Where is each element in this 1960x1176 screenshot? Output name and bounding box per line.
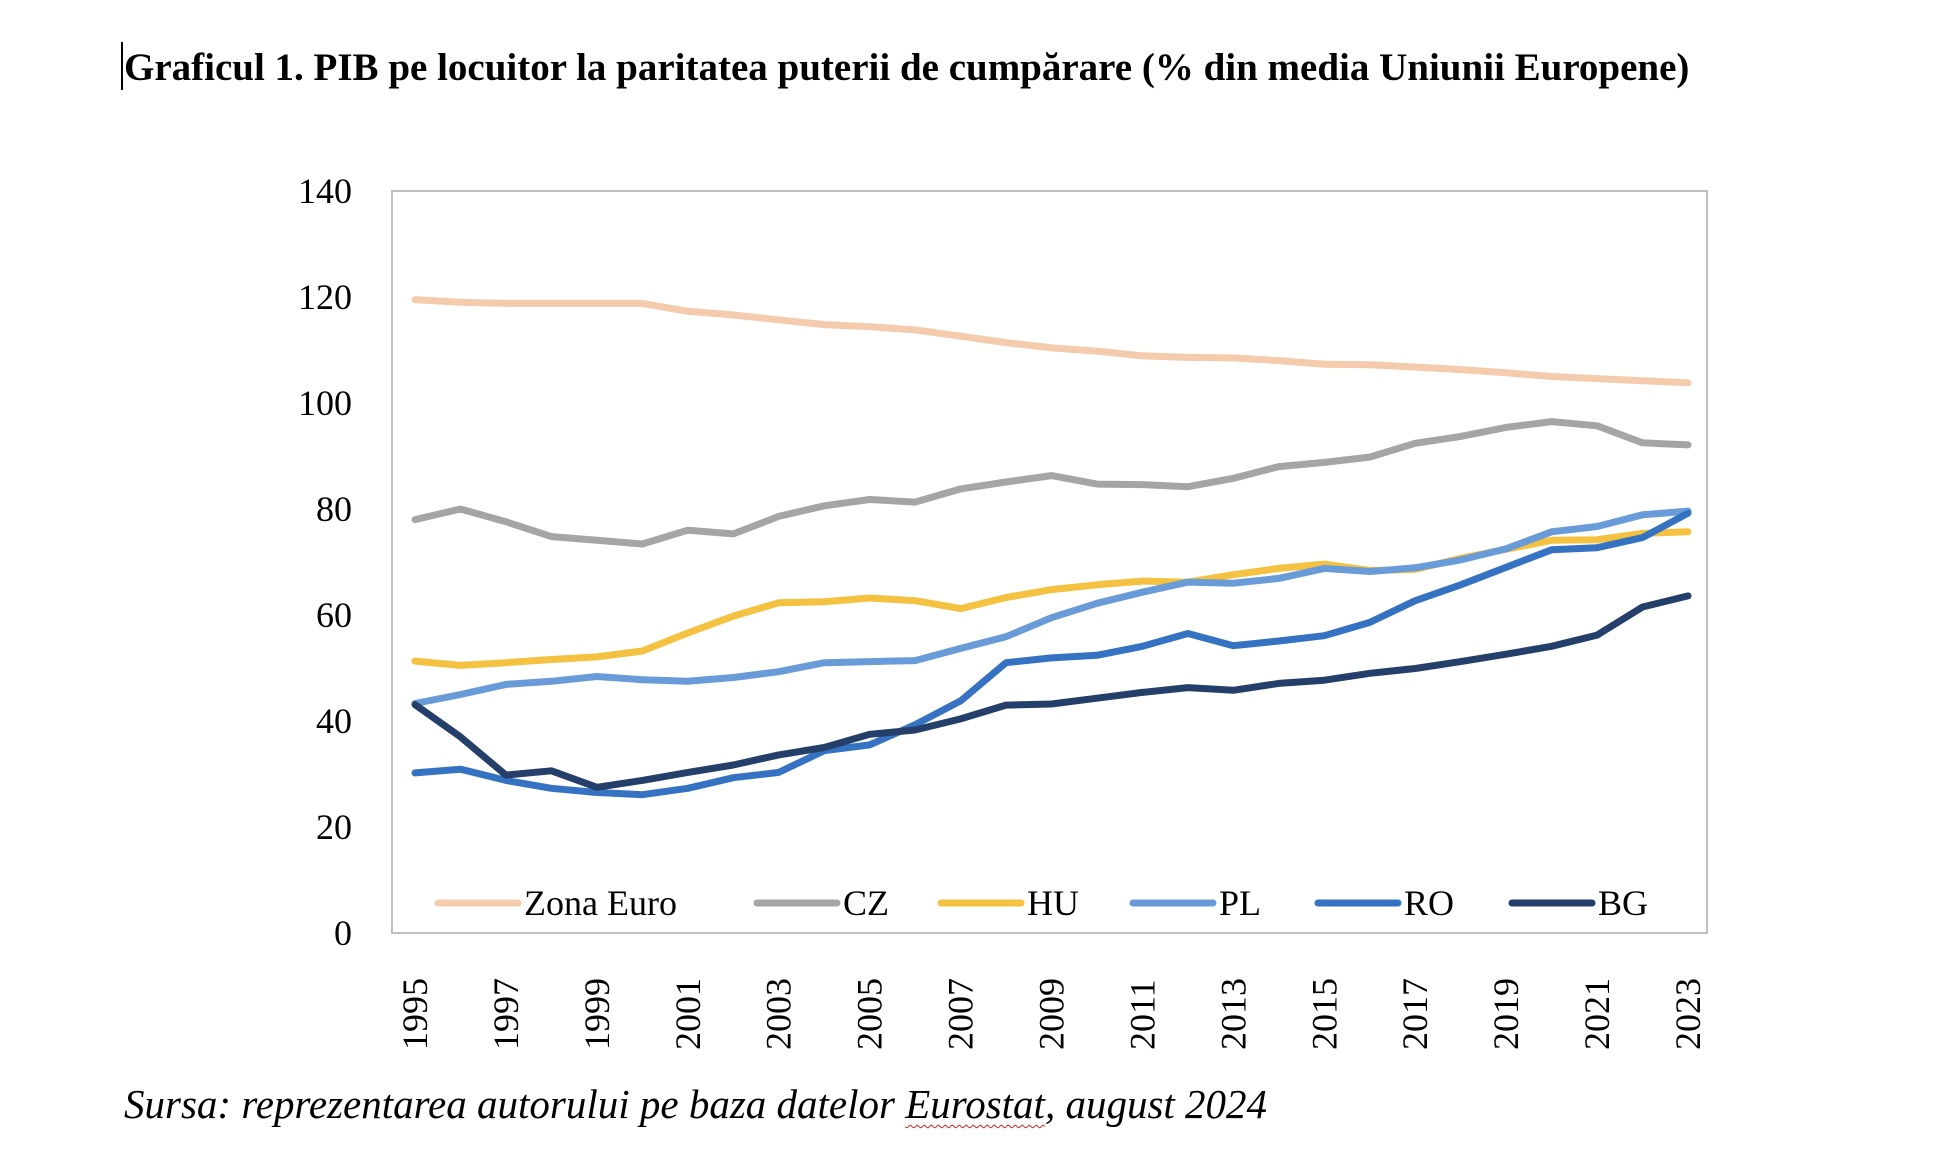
source-text-after: , august 2024 xyxy=(1044,1081,1268,1127)
x-tick-label: 1995 xyxy=(395,978,435,1050)
legend-label-cz: CZ xyxy=(843,883,889,923)
x-tick-label: 2023 xyxy=(1668,978,1708,1050)
x-tick-label: 2017 xyxy=(1395,978,1435,1050)
x-tick-label: 2009 xyxy=(1032,978,1072,1050)
plot-area-frame xyxy=(391,190,1708,934)
x-tick-label: 2001 xyxy=(668,978,708,1050)
y-tick-label: 100 xyxy=(298,383,352,423)
y-tick-label: 140 xyxy=(298,171,352,211)
series-line-pl xyxy=(411,507,1692,707)
series-line-ro xyxy=(411,509,1692,799)
x-tick-label: 2019 xyxy=(1486,978,1526,1050)
series-line-zona-euro xyxy=(411,296,1692,387)
x-axis-tick-labels: 1995 1997 1999 2001 2003 2005 2007 2009 2011 2013… xyxy=(395,978,1708,1050)
x-tick-label: 2007 xyxy=(941,978,981,1050)
y-tick-label: 80 xyxy=(316,489,352,529)
x-tick-label: 2013 xyxy=(1213,978,1253,1050)
legend-label-pl: PL xyxy=(1219,883,1261,923)
source-text-eurostat: Eurostat xyxy=(905,1081,1045,1127)
y-axis-tick-labels: 0 20 40 60 80 100 120 140 xyxy=(298,171,352,953)
series-lines xyxy=(411,296,1692,799)
y-tick-label: 120 xyxy=(298,277,352,317)
legend-label-ro: RO xyxy=(1404,883,1454,923)
series-line-bg xyxy=(411,592,1692,791)
x-tick-label: 2021 xyxy=(1577,978,1617,1050)
series-line-cz xyxy=(411,418,1692,548)
x-tick-label: 2003 xyxy=(759,978,799,1050)
chart-title: Graficul 1. PIB pe locuitor la paritatea… xyxy=(124,46,1690,89)
x-tick-label: 1999 xyxy=(577,978,617,1050)
chart-axes xyxy=(391,190,1708,934)
y-tick-label: 20 xyxy=(316,807,352,847)
y-tick-label: 40 xyxy=(316,701,352,741)
x-tick-label: 2011 xyxy=(1122,979,1162,1050)
source-note: Sursa: reprezentarea autorului pe baza d… xyxy=(124,1080,1267,1128)
y-tick-label: 60 xyxy=(316,595,352,635)
x-tick-label: 1997 xyxy=(486,978,526,1050)
legend-label-zona-euro: Zona Euro xyxy=(524,883,677,923)
legend-label-bg: BG xyxy=(1598,883,1648,923)
chart-legend: Zona Euro CZ HU PL RO BG xyxy=(434,883,1648,923)
legend-label-hu: HU xyxy=(1027,883,1079,923)
text-cursor xyxy=(121,42,123,90)
x-tick-label: 2005 xyxy=(850,978,890,1050)
x-tick-label: 2015 xyxy=(1304,978,1344,1050)
y-tick-label: 0 xyxy=(334,913,352,953)
source-text-before: Sursa: reprezentarea autorului pe baza d… xyxy=(124,1081,906,1127)
